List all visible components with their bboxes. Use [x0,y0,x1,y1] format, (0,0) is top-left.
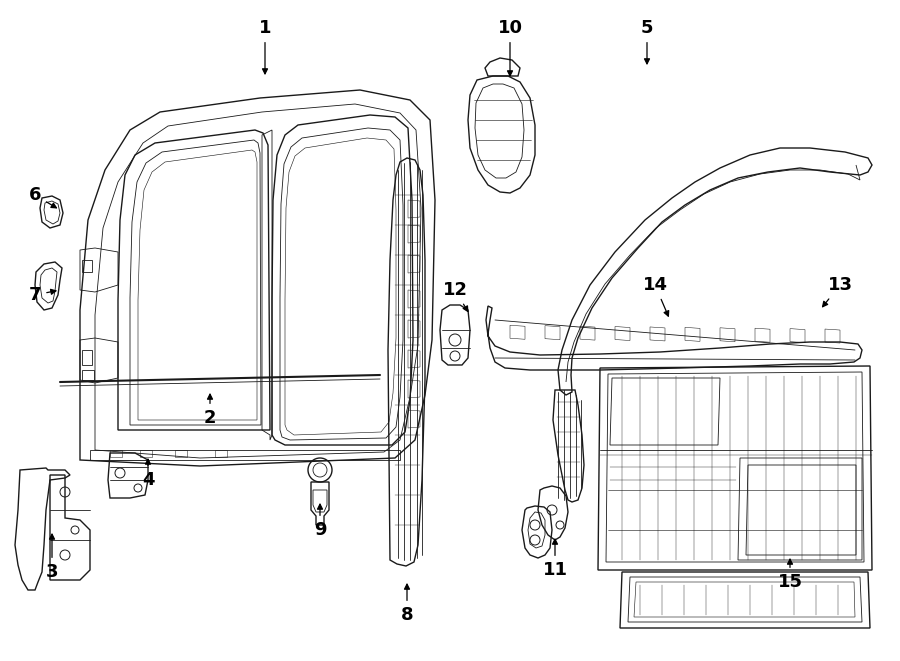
Text: 9: 9 [314,504,326,539]
Text: 15: 15 [778,559,803,591]
Text: 6: 6 [29,186,57,208]
Text: 7: 7 [29,286,56,304]
Text: 12: 12 [443,281,468,311]
Text: 10: 10 [498,19,523,76]
Text: 5: 5 [641,19,653,64]
Text: 2: 2 [203,394,216,427]
Text: 8: 8 [400,584,413,624]
Text: 14: 14 [643,276,669,316]
Text: 3: 3 [46,534,58,581]
Text: 11: 11 [543,539,568,579]
Text: 4: 4 [142,459,154,489]
Text: 1: 1 [259,19,271,74]
Text: 13: 13 [823,276,852,307]
